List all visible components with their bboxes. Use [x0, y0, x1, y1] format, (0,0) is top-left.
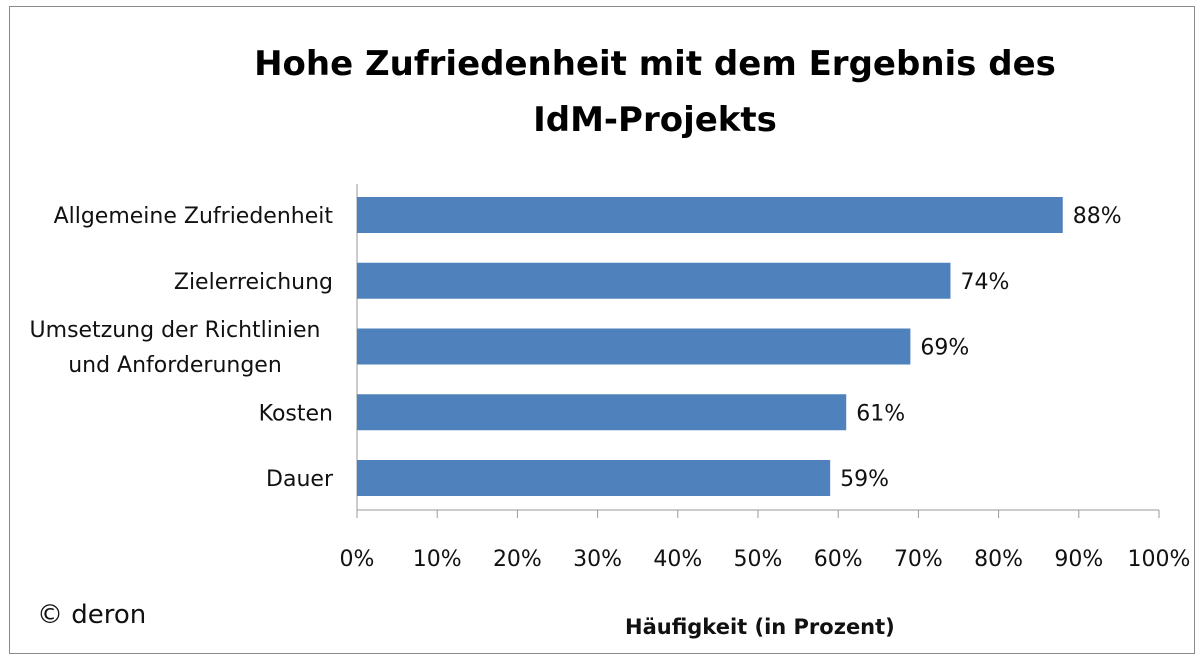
data-label: 61%	[856, 401, 905, 426]
copyright-notice: © deron	[37, 600, 147, 630]
x-tick-label: 70%	[894, 547, 943, 572]
x-tick-label: 90%	[1054, 547, 1103, 572]
chart-title-line-2: IdM-Projekts	[533, 100, 777, 140]
label-layer: 0% 10% 20% 30% 40% 50% 60% 70% 80% 90% 100% 88% Allg…	[30, 204, 1191, 572]
category-label: Allgemeine Zufriedenheit	[54, 204, 334, 229]
category-label-line: Allgemeine Zufriedenheit	[54, 204, 334, 229]
bar-layer	[357, 197, 1063, 496]
category-label: Umsetzung der Richtlinien und Anforderung…	[30, 318, 321, 378]
x-tick-label: 0%	[340, 547, 375, 572]
category-label-line: Zielerreichung	[174, 270, 333, 295]
category-label-line: Kosten	[259, 401, 333, 426]
category-label: Kosten	[259, 401, 333, 426]
data-label: 88%	[1073, 204, 1122, 229]
x-tick-label: 40%	[653, 547, 702, 572]
x-tick-label: 100%	[1128, 547, 1191, 572]
bar	[357, 460, 831, 496]
x-axis-label: Häufigkeit (in Prozent)	[625, 615, 895, 639]
data-label: 59%	[840, 467, 889, 492]
category-label-line: und Anforderungen	[68, 353, 282, 378]
category-label: Zielerreichung	[174, 270, 333, 295]
x-tick-label: 30%	[573, 547, 622, 572]
bar	[357, 197, 1063, 233]
chart-title: Hohe Zufriedenheit mit dem Ergebnis des …	[0, 36, 1204, 148]
category-label-line: Umsetzung der Richtlinien	[30, 318, 321, 343]
data-label: 74%	[960, 270, 1009, 295]
chart-title-line-1: Hohe Zufriedenheit mit dem Ergebnis des	[254, 44, 1056, 84]
x-tick-label: 20%	[493, 547, 542, 572]
category-label-line: Dauer	[266, 467, 334, 492]
x-tick-label: 60%	[814, 547, 863, 572]
x-tick-label: 10%	[413, 547, 462, 572]
data-label: 69%	[920, 336, 969, 361]
category-label: Dauer	[266, 467, 334, 492]
x-tick-label: 50%	[734, 547, 783, 572]
x-tick-label: 80%	[974, 547, 1023, 572]
bar	[357, 262, 951, 299]
bar	[357, 394, 847, 431]
bar	[357, 328, 911, 365]
